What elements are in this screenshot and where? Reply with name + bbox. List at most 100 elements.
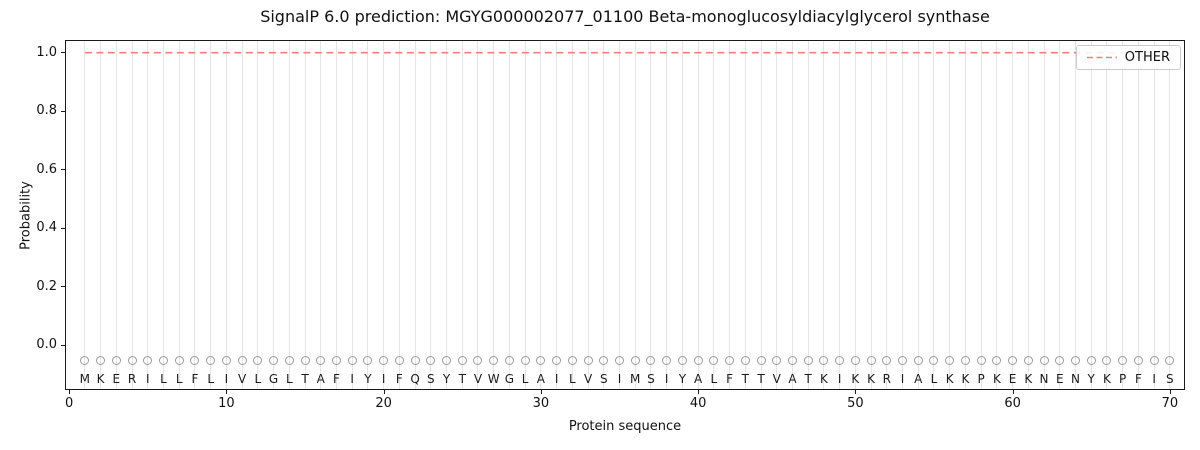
residue-marker (835, 356, 845, 366)
residue-marker (316, 356, 326, 366)
x-tick-mark (855, 390, 857, 394)
residue-marker (850, 356, 860, 366)
gridline (839, 41, 841, 389)
residue-letter: G (504, 371, 515, 386)
gridline (729, 41, 731, 389)
gridline (1106, 41, 1108, 389)
other-probability-line (84, 51, 1170, 54)
x-tick-mark (69, 390, 71, 394)
residue-letter: F (1134, 371, 1142, 386)
gridline (587, 41, 589, 389)
residue-marker (866, 356, 876, 366)
residue-marker (945, 356, 955, 366)
x-tick-label: 0 (65, 396, 74, 411)
gridline (210, 41, 212, 389)
gridline (556, 41, 558, 389)
residue-marker (819, 356, 829, 366)
residue-marker (662, 356, 672, 366)
residue-marker (158, 356, 168, 366)
gridline (84, 41, 86, 389)
residue-letter: L (710, 371, 718, 386)
gridline (1012, 41, 1014, 389)
gridline (335, 41, 337, 389)
residue-letter: P (1119, 371, 1127, 386)
residue-marker (520, 356, 530, 366)
legend-label-other: OTHER (1124, 50, 1170, 65)
residue-marker (583, 356, 593, 366)
residue-marker (379, 356, 389, 366)
residue-marker (630, 356, 640, 366)
x-tick-mark (698, 390, 700, 394)
residue-marker (504, 356, 514, 366)
residue-marker (363, 356, 373, 366)
residue-letter: F (191, 371, 199, 386)
residue-marker (614, 356, 624, 366)
x-tick-label: 10 (218, 396, 235, 411)
x-axis-label: Protein sequence (568, 419, 682, 434)
residue-letter: S (647, 371, 655, 386)
residue-letter: I (664, 371, 669, 386)
gridline (823, 41, 825, 389)
gridline (980, 41, 982, 389)
residue-marker (111, 356, 121, 366)
residue-marker (552, 356, 562, 366)
other-line-sample-icon (1086, 56, 1117, 59)
gridline (147, 41, 149, 389)
residue-marker (269, 356, 279, 366)
x-tick-label: 30 (532, 396, 550, 411)
residue-letter: T (804, 371, 812, 386)
residue-marker (693, 356, 703, 366)
residue-marker (347, 356, 357, 366)
residue-letter: G (268, 371, 279, 386)
residue-marker (174, 356, 184, 366)
gridline (162, 41, 164, 389)
residue-letter: K (819, 371, 828, 386)
gridline (681, 41, 683, 389)
residue-letter: I (350, 371, 354, 386)
residue-marker (284, 356, 294, 366)
y-tick-mark (61, 110, 65, 112)
gridline (241, 41, 243, 389)
residue-marker (599, 356, 609, 366)
residue-letter: K (945, 371, 954, 386)
residue-marker (80, 356, 90, 366)
residue-letter: A (694, 371, 703, 386)
gridline (1090, 41, 1092, 389)
gridline (367, 41, 369, 389)
residue-marker (1133, 356, 1143, 366)
y-tick-label: 0.4 (36, 220, 57, 236)
gridline (178, 41, 180, 389)
gridline (1122, 41, 1124, 389)
residue-letter: L (175, 371, 183, 386)
residue-letter: A (316, 371, 325, 386)
x-tick-label: 20 (375, 396, 392, 411)
residue-letter: K (851, 371, 860, 386)
residue-letter: Y (442, 371, 451, 386)
gridline (949, 41, 951, 389)
residue-letter: K (96, 371, 105, 386)
residue-marker (1023, 356, 1033, 366)
residue-letter: I (554, 371, 559, 386)
residue-marker (1008, 356, 1018, 366)
residue-letter: L (930, 371, 938, 386)
residue-marker (1055, 356, 1065, 366)
gridline (1137, 41, 1139, 389)
gridline (964, 41, 966, 389)
residue-letter: I (617, 371, 622, 386)
residue-marker (1039, 356, 1049, 366)
legend: OTHER (1075, 45, 1181, 70)
residue-letter: Y (364, 371, 372, 386)
gridline (1027, 41, 1029, 389)
x-tick-mark (1012, 390, 1014, 394)
y-tick-label: 0.0 (36, 337, 57, 353)
gridline (603, 41, 605, 389)
gridline (383, 41, 385, 389)
x-tick-mark (540, 390, 542, 394)
x-tick-label: 50 (847, 396, 864, 411)
residue-marker (960, 356, 970, 366)
y-tick-label: 0.6 (36, 161, 57, 177)
x-tick-label: 40 (689, 396, 707, 411)
x-tick-mark (1169, 390, 1171, 394)
gridline (320, 41, 322, 389)
residue-marker (253, 356, 263, 366)
